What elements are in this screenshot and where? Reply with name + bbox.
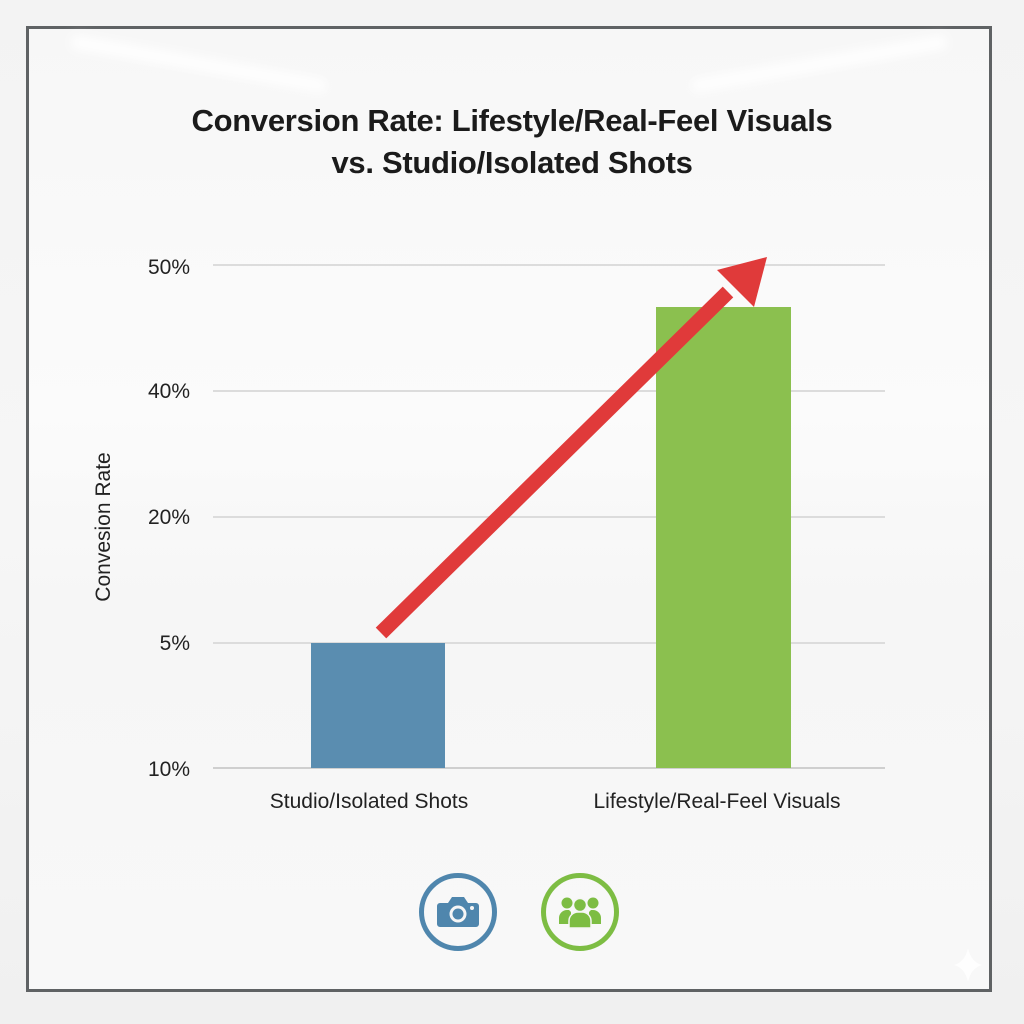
gridline	[213, 516, 885, 518]
y-tick-label: 5%	[159, 632, 190, 655]
camera-icon-badge	[419, 873, 497, 951]
x-category-label-lifestyle: Lifestyle/Real-Feel Visuals	[593, 790, 841, 813]
chart-title-line-1: Conversion Rate: Lifestyle/Real-Feel Vis…	[191, 103, 833, 138]
bar-studio-isolated	[311, 643, 445, 768]
y-tick-label: 40%	[147, 380, 190, 403]
y-tick-label: 20%	[147, 506, 190, 529]
x-axis-baseline	[213, 767, 885, 769]
people-group-icon	[559, 897, 601, 929]
gridline	[213, 390, 885, 392]
y-tick-label: 50%	[147, 256, 190, 279]
bar-lifestyle-real-feel	[656, 307, 791, 768]
gridline	[213, 264, 885, 266]
y-tick-label: 10%	[147, 758, 190, 781]
camera-icon	[437, 897, 479, 927]
gridline	[213, 642, 885, 644]
people-group-icon-badge	[541, 873, 619, 951]
x-category-label-studio: Studio/Isolated Shots	[269, 790, 469, 813]
chart-title: Conversion Rate: Lifestyle/Real-Feel Vis…	[0, 100, 1024, 184]
chart-title-line-2: vs. Studio/Isolated Shots	[331, 145, 693, 180]
